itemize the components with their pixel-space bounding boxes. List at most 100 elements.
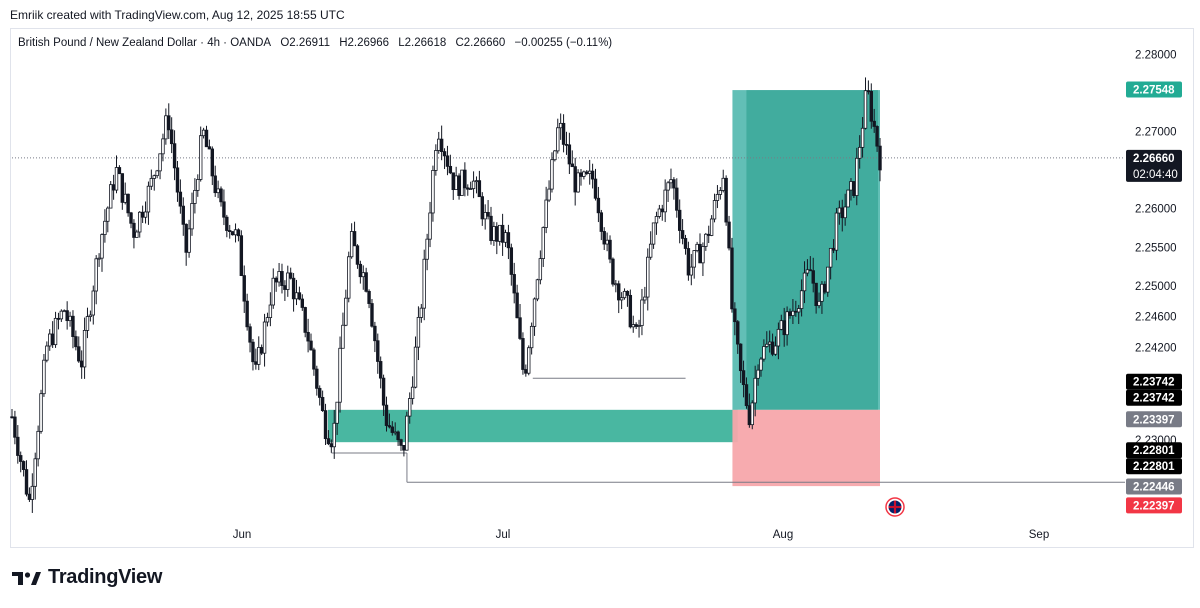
price-badge-label: 2.27548	[1133, 84, 1175, 96]
candle-body	[561, 122, 566, 145]
candle-body	[738, 343, 743, 372]
candle-body	[509, 247, 514, 275]
stop-loss-zone	[732, 409, 880, 487]
candle-body	[158, 153, 162, 172]
candle-body	[225, 216, 229, 231]
candle-body	[805, 269, 810, 274]
candle-body	[303, 307, 307, 333]
candle-body	[320, 396, 325, 412]
candle-body	[701, 246, 705, 264]
candle-body	[106, 207, 110, 222]
price-badge	[1126, 458, 1182, 475]
candle-body	[344, 297, 348, 326]
candle-body	[837, 207, 842, 214]
price-badge-label: 2.22397	[1133, 500, 1175, 512]
candle-body	[686, 248, 691, 276]
candle-body	[230, 231, 235, 236]
candle-body	[442, 151, 447, 157]
candle-body	[820, 283, 824, 302]
candle-body	[280, 271, 284, 286]
candle-body	[335, 401, 339, 424]
candle-body	[39, 393, 43, 432]
candle-body	[24, 469, 29, 495]
candle-body	[811, 270, 815, 284]
candle-body	[770, 341, 775, 355]
candle-body	[567, 144, 572, 165]
candle-body	[378, 361, 383, 379]
candle-body	[396, 431, 400, 441]
candle-body	[274, 277, 278, 283]
candle-body	[712, 200, 717, 220]
candle-body	[486, 212, 490, 217]
candle-body	[558, 122, 563, 129]
chart-author-header: Emriik created with TradingView.com, Aug…	[10, 8, 345, 22]
candle-body	[532, 298, 537, 327]
candle-body	[85, 316, 90, 331]
candle-body	[840, 207, 844, 219]
candle-body	[120, 173, 125, 203]
candle-body	[468, 188, 473, 190]
candle-body	[814, 282, 818, 307]
candle-body	[802, 272, 807, 292]
candle-body	[431, 170, 435, 214]
candle-body	[146, 185, 151, 213]
candle-body	[259, 347, 264, 354]
price-badge	[1126, 373, 1182, 390]
candle-body	[869, 91, 873, 122]
candle-body	[640, 299, 644, 326]
candle-body	[318, 387, 322, 398]
candle-body	[135, 231, 139, 238]
candle-body	[622, 290, 627, 299]
candle-body	[21, 461, 26, 470]
candle-body	[175, 167, 180, 193]
price-badge-label: 2.22446	[1133, 482, 1175, 494]
candle-body	[631, 324, 635, 328]
candle-body	[602, 231, 606, 245]
candle-body	[788, 311, 792, 316]
candle-body	[550, 159, 554, 190]
candle-body	[747, 405, 752, 426]
candle-body	[637, 325, 641, 327]
candle-body	[62, 310, 66, 313]
candle-body	[808, 269, 813, 272]
candle-body	[544, 199, 548, 228]
candle-body	[114, 167, 119, 191]
candle-body	[42, 359, 46, 395]
candle-body	[140, 211, 145, 218]
candle-body	[384, 404, 389, 426]
candle-body	[178, 191, 183, 207]
candle-body	[190, 203, 194, 230]
candle-body	[59, 310, 64, 320]
candle-body	[628, 294, 633, 328]
candle-body	[466, 187, 470, 190]
candle-body	[460, 169, 464, 196]
candle-body	[161, 138, 165, 155]
candle-body	[201, 129, 206, 137]
candle-body	[349, 231, 354, 258]
candle-body	[387, 425, 392, 428]
candle-body	[242, 275, 246, 302]
candle-body	[390, 426, 394, 433]
y-tick-label: 2.25000	[1135, 281, 1177, 293]
ohlc-low: L2.26618	[398, 37, 447, 49]
candle-body	[364, 272, 368, 292]
candle-body	[828, 247, 833, 268]
candle-body	[657, 208, 662, 217]
candle-body	[750, 402, 754, 426]
candle-body	[605, 239, 609, 245]
candle-body	[361, 272, 365, 278]
candle-body	[759, 358, 763, 371]
tradingview-logo[interactable]: TradingView	[12, 566, 162, 589]
candle-body	[587, 170, 592, 174]
candle-body	[341, 324, 345, 349]
candle-body	[402, 445, 406, 451]
candle-body	[564, 143, 569, 146]
candle-body	[167, 115, 171, 131]
price-badge	[1126, 81, 1182, 98]
candle-body	[204, 129, 209, 148]
candle-body	[579, 172, 583, 177]
candle-body	[878, 145, 882, 171]
candle-body	[355, 245, 360, 265]
candle-body	[222, 201, 226, 218]
